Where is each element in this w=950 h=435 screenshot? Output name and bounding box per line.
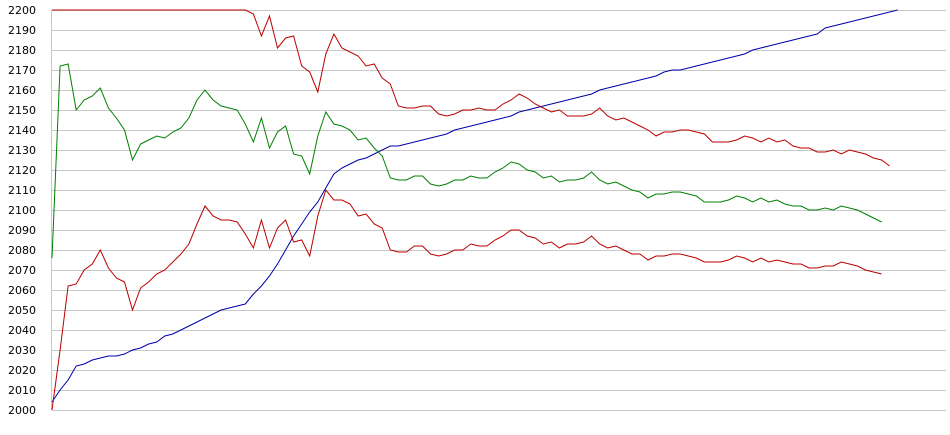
y-tick-label: 2180 xyxy=(8,44,36,57)
y-tick-label: 2090 xyxy=(8,224,36,237)
series-line-4 xyxy=(51,188,882,411)
y-tick-labels: 2000 2010 2020 2030 2040 2050 2060 2070 2080 2090… xyxy=(8,4,36,417)
y-tick-label: 2150 xyxy=(8,104,36,117)
y-tick-label: 2030 xyxy=(8,344,36,357)
y-tick-label: 2200 xyxy=(8,4,36,17)
y-tick-label: 2040 xyxy=(8,324,36,337)
series-line-1 xyxy=(51,9,898,403)
y-tick-label: 2100 xyxy=(8,204,36,217)
y-tick-label: 2170 xyxy=(8,64,36,77)
y-tick-label: 2020 xyxy=(8,364,36,377)
y-tick-label: 2060 xyxy=(8,284,36,297)
y-tick-label: 2140 xyxy=(8,124,36,137)
y-tick-label: 2130 xyxy=(8,144,36,157)
y-tick-label: 2010 xyxy=(8,384,36,397)
series-line-2 xyxy=(51,63,882,259)
y-tick-label: 2000 xyxy=(8,404,36,417)
y-tick-label: 2160 xyxy=(8,84,36,97)
y-tick-label: 2080 xyxy=(8,244,36,257)
y-tick-label: 2120 xyxy=(8,164,36,177)
series-lines xyxy=(51,9,898,411)
y-tick-label: 2110 xyxy=(8,184,36,197)
y-tick-label: 2070 xyxy=(8,264,36,277)
y-tick-label: 2050 xyxy=(8,304,36,317)
series-line-3 xyxy=(52,9,890,167)
y-tick-label: 2190 xyxy=(8,24,36,37)
